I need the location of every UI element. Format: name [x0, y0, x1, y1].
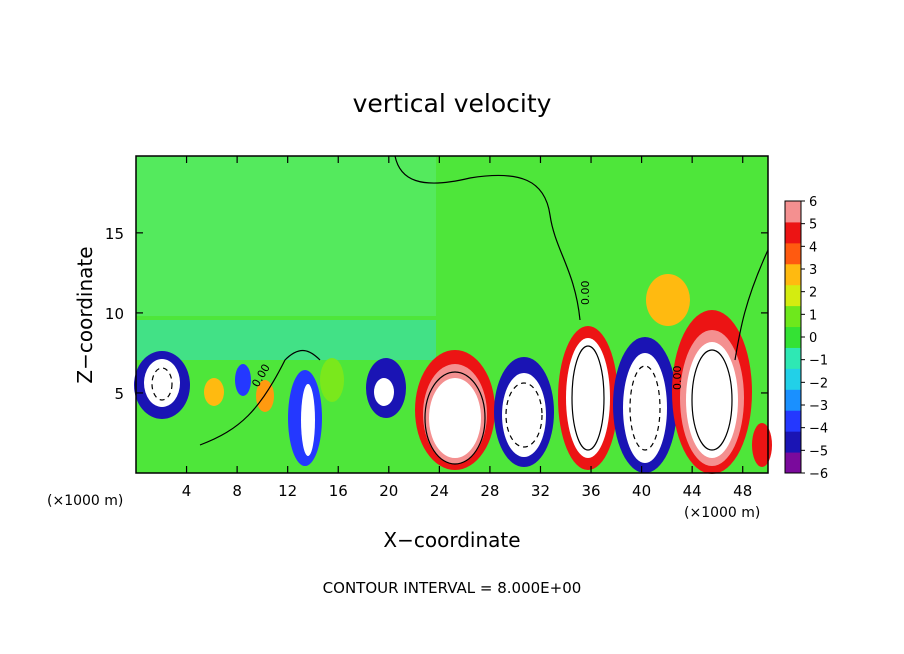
upper-field-tint — [136, 156, 436, 316]
colorbar-segment-7 — [785, 305, 801, 328]
x-tick-label-16: 16 — [329, 482, 348, 500]
cell-x44-upper-positive — [646, 274, 690, 326]
chart-title: vertical velocity — [353, 89, 552, 118]
x-axis: 4 8 12 16 20 24 28 32 36 40 44 48 — [182, 156, 752, 500]
plot-area: 0.00 0.00 0.00 — [134, 155, 772, 474]
colorbar-tick-label-6: 6 — [809, 195, 817, 210]
cell-x45-core — [686, 342, 738, 458]
cell-x35-core — [566, 338, 610, 458]
cell-x2-core — [144, 359, 180, 407]
cell-x30-core — [502, 373, 546, 457]
colorbar-segment-11 — [785, 221, 801, 244]
lower-left-cyan-band — [136, 320, 436, 360]
cell-x15-weak — [320, 358, 344, 402]
x-unit-left: (×1000 m) — [47, 493, 123, 509]
y-axis: 5 10 15 — [105, 225, 768, 403]
contour-zero-upper — [394, 155, 581, 321]
x-tick-label-44: 44 — [683, 482, 702, 500]
colorbar-tick-label-5: 5 — [809, 218, 817, 233]
contour-x45 — [691, 349, 733, 451]
contour-label-1: 0.00 — [579, 281, 592, 306]
colorbar-segment-12 — [785, 201, 801, 223]
x-tick-label-32: 32 — [531, 482, 550, 500]
x-unit-right: (×1000 m) — [684, 505, 760, 521]
colorbar-segment-4 — [785, 368, 801, 390]
colorbar-tick-label--1: −1 — [809, 354, 828, 369]
colorbar-tick-label-1: 1 — [809, 308, 817, 323]
x-tick-label-48: 48 — [733, 482, 752, 500]
x-tick-label-28: 28 — [480, 482, 499, 500]
contour-x35 — [571, 345, 605, 451]
contour-x25 — [424, 371, 486, 465]
colorbar-tick-label--6: −6 — [809, 467, 828, 482]
colorbar-tick-label--3: −3 — [809, 399, 828, 414]
colorbar-segment-2 — [785, 410, 801, 432]
colorbar-tick-label-4: 4 — [809, 240, 817, 255]
cell-x13-core — [301, 384, 315, 456]
cell-x5-positive — [204, 378, 224, 406]
x-tick-label-12: 12 — [278, 482, 297, 500]
x-tick-label-4: 4 — [182, 482, 192, 500]
cell-x49-positive — [752, 423, 772, 467]
contour-zero-right — [734, 249, 769, 361]
colorbar-tick-label--4: −4 — [809, 422, 828, 437]
colorbar-segment-1 — [785, 431, 801, 453]
x-axis-label: X−coordinate — [383, 528, 520, 552]
colorbar-tick-label-3: 3 — [809, 263, 817, 278]
contour-lines — [151, 155, 769, 465]
colorbar-segment-10 — [785, 242, 801, 265]
colorbar-tick-label-0: 0 — [809, 331, 817, 346]
contour-zero-low — [199, 350, 321, 446]
colorbar-segment-8 — [785, 284, 801, 307]
y-tick-label-10: 10 — [105, 305, 124, 323]
velocity-cells — [134, 274, 772, 474]
colorbar-tick-label-2: 2 — [809, 286, 817, 301]
cell-x19-core — [374, 378, 394, 406]
contour-x2-dashed — [151, 367, 173, 401]
colorbar: 6 5 4 3 2 1 0 −1 −2 −3 −4 −5 −6 — [784, 195, 828, 482]
x-tick-label-20: 20 — [379, 482, 398, 500]
plot-frame — [135, 155, 769, 474]
y-tick-label-5: 5 — [114, 385, 124, 403]
colorbar-segment-3 — [785, 389, 801, 411]
colorbar-tick-label--2: −2 — [809, 376, 828, 391]
y-axis-label: Z−coordinate — [73, 246, 97, 383]
contour-label-2: 0.00 — [671, 366, 684, 391]
y-tick-label-15: 15 — [105, 225, 124, 243]
cell-x25-core — [429, 378, 481, 458]
cell-x8-negative — [235, 364, 251, 396]
x-tick-label-24: 24 — [430, 482, 449, 500]
contour-interval-footer: CONTOUR INTERVAL = 8.000E+00 — [323, 579, 582, 597]
x-tick-label-8: 8 — [232, 482, 242, 500]
contour-x40-dashed — [629, 365, 661, 451]
contour-x30-dashed — [505, 382, 543, 448]
x-tick-label-36: 36 — [581, 482, 600, 500]
colorbar-segment-0 — [785, 452, 801, 474]
colorbar-segment-9 — [785, 263, 801, 286]
colorbar-tick-label--5: −5 — [809, 444, 828, 459]
colorbar-segment-5 — [785, 347, 801, 369]
x-tick-label-40: 40 — [632, 482, 651, 500]
colorbar-segment-6 — [785, 326, 801, 348]
